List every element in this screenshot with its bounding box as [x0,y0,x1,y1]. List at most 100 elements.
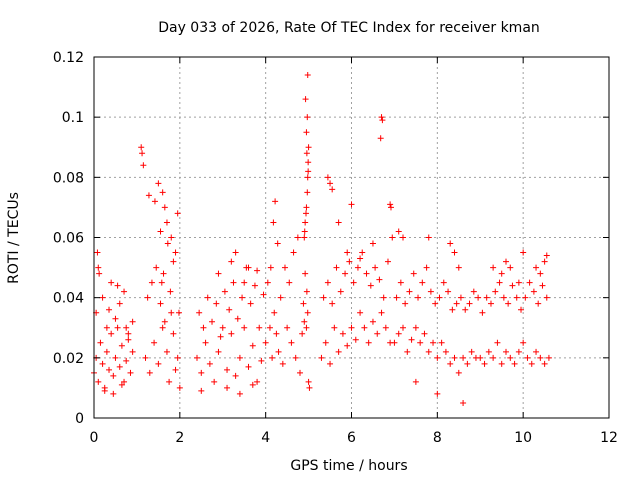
data-point [277,294,284,301]
y-tick-label: 0.12 [53,50,84,66]
data-point [170,330,177,337]
data-point [520,249,527,256]
data-point [477,354,484,361]
data-point [288,339,295,346]
data-point [127,369,134,376]
data-point [270,219,277,226]
data-point [440,279,447,286]
data-point [515,348,522,355]
data-point [365,339,372,346]
data-point [402,300,409,307]
data-point [537,270,544,277]
data-point [327,360,334,367]
data-point [228,330,235,337]
data-point [209,318,216,325]
data-point [417,339,424,346]
data-point [159,189,166,196]
x-axis: 0 2 4 6 8 10 12 [90,57,618,446]
data-point [267,264,274,271]
data-point [304,114,311,121]
data-point [304,309,311,316]
data-point [228,258,235,265]
data-point [475,294,482,301]
data-point [245,264,252,271]
data-point [374,330,381,337]
data-point [369,318,376,325]
data-point [114,324,121,331]
data-point [468,348,475,355]
data-point [234,315,241,322]
data-point [455,369,462,376]
data-point [161,318,168,325]
data-point [427,288,434,295]
data-point [496,279,503,286]
data-point [434,354,441,361]
data-point [116,300,123,307]
data-point [363,270,370,277]
data-point [196,309,203,316]
data-point [239,294,246,301]
x-tick-label: 8 [433,430,442,446]
data-point [425,234,432,241]
data-point [260,291,267,298]
data-point [306,384,313,391]
data-point [387,201,394,208]
data-point [304,189,311,196]
data-point [382,324,389,331]
data-point [95,378,102,385]
data-point [299,330,306,337]
data-point [116,363,123,370]
data-point [305,144,312,151]
data-point [151,339,158,346]
data-point [466,300,473,307]
data-point [455,264,462,271]
data-point [108,279,115,286]
data-point [498,270,505,277]
data-point [108,330,115,337]
data-point [249,381,256,388]
data-point [221,288,228,295]
data-point [123,324,130,331]
data-point [498,360,505,367]
data-point [272,198,279,205]
data-point [254,378,261,385]
data-point [294,234,301,241]
data-point [377,135,384,142]
data-point [545,354,552,361]
data-point [249,342,256,349]
data-point [254,267,261,274]
data-point [329,300,336,307]
data-point [112,354,119,361]
data-point [511,360,518,367]
data-point [350,279,357,286]
data-point [155,360,162,367]
data-point [245,363,252,370]
data-point [485,348,492,355]
data-point [359,249,366,256]
data-point [305,159,312,166]
data-point [412,324,419,331]
data-point [142,354,149,361]
data-point [125,330,132,337]
data-point [369,240,376,247]
data-point [329,186,336,193]
data-point [408,336,415,343]
data-point [112,315,119,322]
data-point [144,294,151,301]
data-point [503,348,509,355]
data-point [490,354,497,361]
data-point [524,354,531,361]
data-point [269,354,276,361]
data-point [509,282,516,289]
data-point [215,348,222,355]
data-point [380,294,387,301]
data-point [206,360,213,367]
data-point [153,264,160,271]
data-point [419,279,426,286]
data-point [219,324,226,331]
data-point [159,324,166,331]
data-point [200,324,207,331]
data-point [460,399,467,406]
y-tick-label: 0.08 [53,170,84,186]
data-point [247,300,254,307]
